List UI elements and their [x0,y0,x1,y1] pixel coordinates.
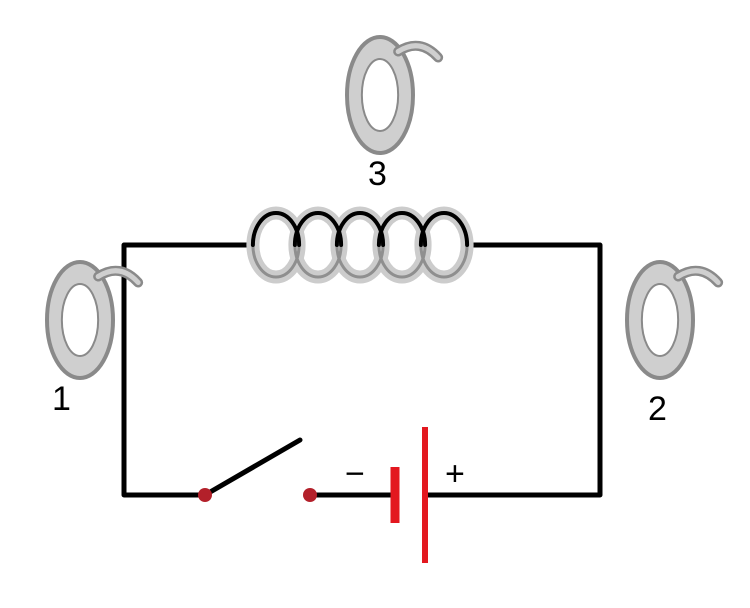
loop-3 [347,37,438,153]
loop-2 [627,262,718,378]
solenoid-coil [253,213,467,277]
circuit-diagram: 1 2 3 − + [0,0,750,608]
battery [395,427,425,563]
switch [198,440,317,502]
label-loop-1: 1 [52,380,71,419]
label-loop-2: 2 [648,390,667,429]
diagram-svg [0,0,750,608]
label-loop-3: 3 [368,155,387,194]
label-battery-minus: − [345,455,365,494]
label-battery-plus: + [445,455,465,494]
